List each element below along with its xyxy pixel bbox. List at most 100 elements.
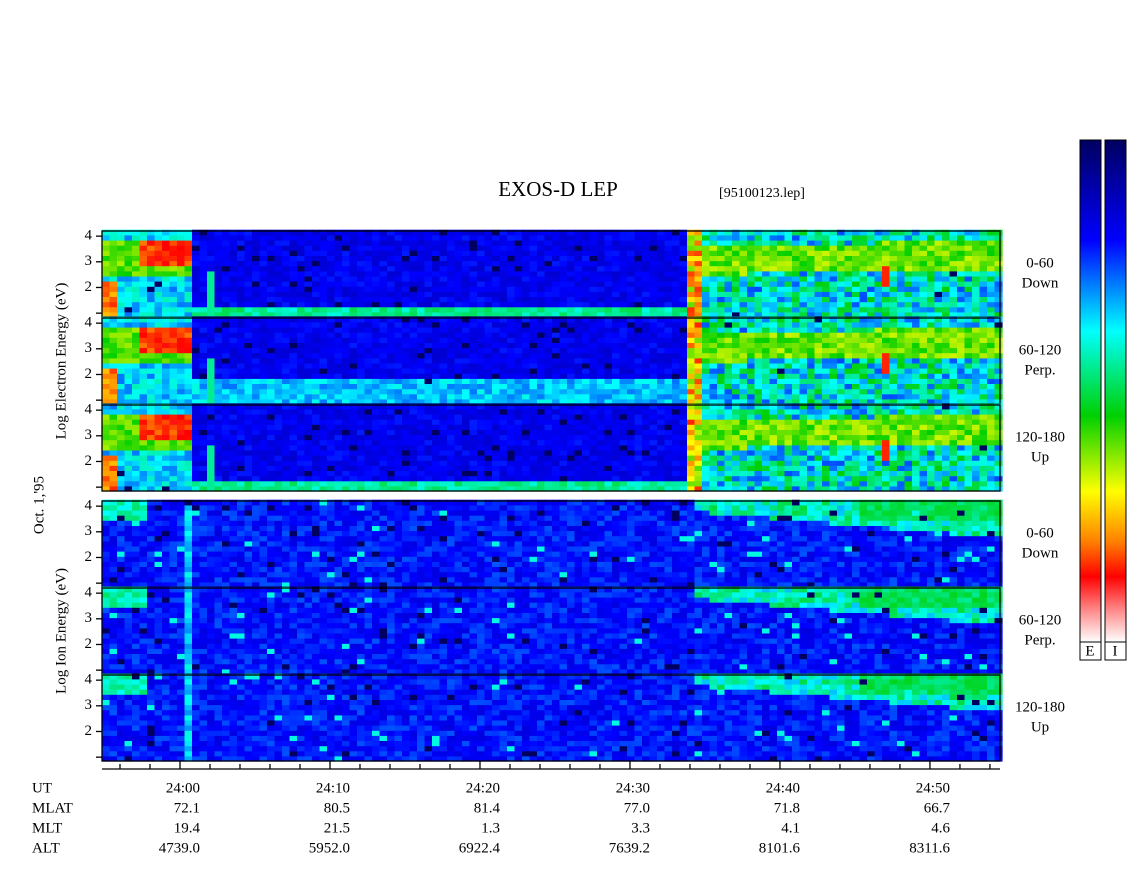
spectrogram-cell (469, 368, 478, 374)
spectrogram-cell (934, 383, 943, 390)
spectrogram-cell (942, 388, 951, 395)
spectrogram-cell (867, 275, 876, 282)
spectrogram-cell (874, 306, 883, 313)
spectrogram-cell (222, 260, 231, 267)
spectrogram-cell (567, 337, 576, 343)
spectrogram-cell (522, 337, 531, 343)
spectrogram-cell (739, 260, 748, 267)
spectrogram-cell (222, 475, 231, 482)
spectrogram-cell (342, 434, 351, 441)
spectrogram-cell (462, 240, 471, 246)
spectrogram-cell (297, 270, 306, 277)
spectrogram-cell (409, 475, 418, 482)
spectrogram-cell (784, 368, 793, 374)
spectrogram-cell (252, 327, 261, 333)
spectrogram-cell (717, 301, 726, 308)
spectrogram-cell (679, 368, 688, 374)
spectrogram-cell (537, 352, 546, 359)
spectrogram-cell (169, 281, 178, 287)
spectrogram-cell (312, 419, 321, 425)
spectrogram-cell (837, 250, 846, 256)
spectrogram-cell (447, 393, 456, 400)
spectrogram-cell (649, 255, 658, 262)
spectrogram-cell (297, 240, 306, 246)
spectrogram-cell (837, 234, 846, 241)
spectrogram-cell (439, 378, 448, 384)
spectrogram-cell (439, 250, 448, 256)
spectrogram-cell (994, 281, 1003, 287)
spectrogram-cell (747, 291, 756, 297)
spectrogram-cell (439, 347, 448, 354)
spectrogram-cell (207, 449, 216, 456)
spectrogram-cell (634, 332, 643, 338)
spectrogram-cell (679, 357, 688, 364)
spectrogram-cell (604, 352, 613, 359)
spectrogram-cell (529, 383, 538, 390)
spectrogram-cell (739, 255, 748, 262)
spectrogram-cell (177, 434, 186, 441)
spectrogram-cell (529, 347, 538, 354)
spectrogram-cell (649, 368, 658, 374)
spectrogram-cell (349, 255, 358, 262)
spectrogram-cell (259, 316, 268, 323)
spectrogram-cell (117, 234, 126, 241)
spectrogram-cell (312, 229, 321, 236)
spectrogram-cell (469, 234, 478, 241)
spectrogram-cell (312, 337, 321, 343)
spectrogram-cell (184, 460, 193, 466)
spectrogram-cell (807, 321, 816, 328)
spectrogram-cell (304, 337, 313, 343)
spectrogram-cell (402, 388, 411, 395)
spectrogram-cell (957, 240, 966, 246)
spectrogram-cell (439, 434, 448, 441)
spectrogram-cell (334, 291, 343, 297)
spectrogram-cell (822, 337, 831, 343)
spectrogram-cell (304, 342, 313, 349)
spectrogram-cell (312, 429, 321, 436)
spectrogram-cell (642, 393, 651, 400)
spectrogram-cell (244, 337, 253, 343)
spectrogram-cell (139, 403, 148, 410)
spectrogram-cell (199, 419, 208, 425)
spectrogram-cell (139, 419, 148, 425)
spectrogram-cell (417, 357, 426, 364)
spectrogram-cell (507, 296, 516, 303)
spectrogram-cell (972, 296, 981, 303)
spectrogram-cell (454, 301, 463, 308)
spectrogram-cell (102, 439, 111, 446)
spectrogram-cell (822, 306, 831, 313)
spectrogram-cell (387, 429, 396, 436)
spectrogram-cell (372, 234, 381, 241)
spectrogram-cell (919, 393, 928, 400)
spectrogram-cell (349, 419, 358, 425)
spectrogram-cell (567, 250, 576, 256)
spectrogram-cell (177, 465, 186, 471)
spectrogram-cell (942, 373, 951, 379)
spectrogram-cell (859, 347, 868, 354)
spectrogram-cell (852, 265, 861, 272)
spectrogram-cell (477, 383, 486, 390)
spectrogram-cell (357, 245, 366, 251)
spectrogram-cell (627, 398, 636, 405)
spectrogram-cell (424, 485, 433, 492)
spectrogram-cell (154, 240, 163, 246)
spectrogram-cell (417, 414, 426, 420)
spectrogram-cell (852, 234, 861, 241)
spectrogram-cell (139, 434, 148, 441)
spectrogram-cell (177, 286, 186, 292)
spectrogram-cell (349, 301, 358, 308)
spectrogram-cell (409, 460, 418, 466)
spectrogram-cell (874, 291, 883, 297)
spectrogram-cell (132, 342, 141, 349)
spectrogram-cell (102, 403, 111, 410)
spectrogram-cell (364, 265, 373, 272)
spectrogram-cell (259, 460, 268, 466)
spectrogram-cell (462, 321, 471, 328)
spectrogram-cell (237, 311, 246, 318)
spectrogram-cell (327, 470, 336, 477)
spectrogram-cell (222, 342, 231, 349)
spectrogram-cell (289, 321, 298, 328)
spectrogram-cell (124, 383, 133, 390)
spectrogram-cell (672, 352, 681, 359)
spectrogram-cell (342, 286, 351, 292)
